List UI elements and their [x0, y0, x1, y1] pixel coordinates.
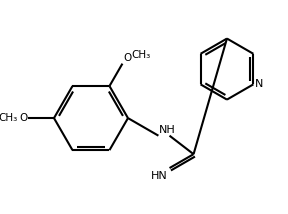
Text: O: O: [19, 113, 27, 123]
Text: N: N: [255, 79, 264, 89]
Text: NH: NH: [159, 125, 176, 135]
Text: CH₃: CH₃: [0, 113, 18, 123]
Text: O: O: [123, 53, 132, 63]
Text: HN: HN: [151, 171, 168, 181]
Text: CH₃: CH₃: [132, 50, 151, 60]
